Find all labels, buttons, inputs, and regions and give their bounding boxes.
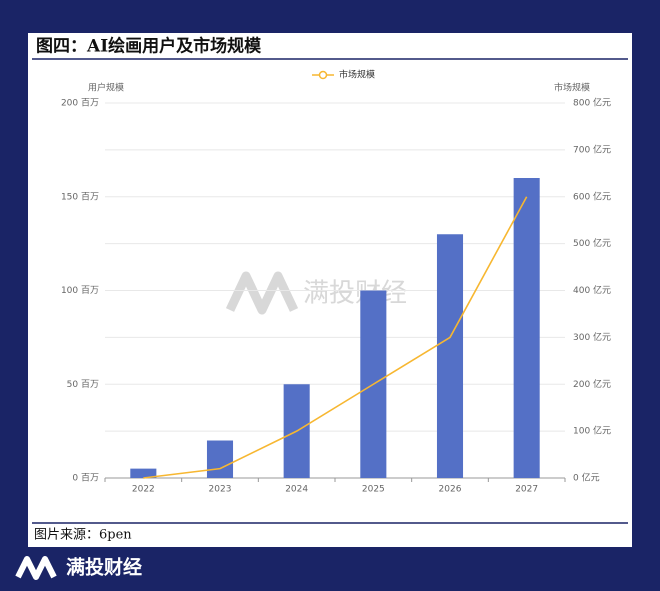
y-tick-label: 200 百万 — [61, 98, 99, 109]
x-tick-label: 2025 — [362, 485, 385, 495]
y2-tick-label: 700 亿元 — [573, 143, 611, 155]
bar — [130, 468, 157, 478]
y2-tick-label: 800 亿元 — [573, 97, 611, 109]
bar — [513, 178, 540, 478]
y2-tick-label: 600 亿元 — [573, 190, 611, 202]
y-tick-label: 100 百万 — [61, 285, 99, 296]
y-tick-label: 0 百万 — [72, 473, 99, 484]
bar — [206, 440, 234, 478]
y2-tick-label: 400 亿元 — [573, 284, 611, 296]
source: 图片来源：6pen — [34, 528, 132, 543]
x-tick-label: 2024 — [285, 485, 308, 495]
y-tick-label: 50 百万 — [67, 379, 99, 390]
page-title: 图四：AI绘画用户及市场规模 — [36, 36, 262, 57]
x-tick-label: 2022 — [132, 485, 155, 495]
y2-tick-label: 300 亿元 — [573, 331, 611, 343]
y2-tick-label: 100 亿元 — [573, 425, 611, 437]
y2-tick-label: 500 亿元 — [573, 237, 611, 249]
y2-axis-label: 市场规模 — [554, 82, 590, 94]
x-tick-label: 2027 — [515, 485, 538, 495]
y-axis-label: 用户规模 — [88, 82, 124, 94]
watermark-logo — [225, 271, 299, 315]
y2-tick-label: 0 亿元 — [573, 472, 600, 484]
watermark: 满投财经 — [225, 271, 407, 315]
y2-tick-label: 200 亿元 — [573, 378, 611, 390]
brand: 满投财经 — [66, 556, 142, 579]
line — [143, 196, 528, 479]
watermark-text: 满投财经 — [303, 279, 407, 309]
x-tick-label: 2026 — [439, 485, 462, 495]
bar — [436, 234, 464, 478]
legend-marker — [318, 70, 328, 80]
x-tick-label: 2023 — [209, 485, 232, 495]
legend-label: 市场规模 — [339, 69, 375, 81]
brand-logo — [15, 556, 57, 580]
y-tick-label: 150 百万 — [61, 191, 99, 202]
